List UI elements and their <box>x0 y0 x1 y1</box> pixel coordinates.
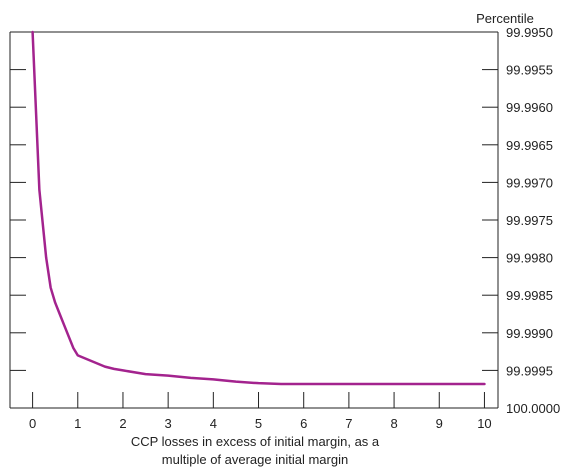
series-layer <box>31 30 486 386</box>
x-axis-title-line-1: CCP losses in excess of initial margin, … <box>131 434 380 449</box>
x-tick-label: 7 <box>345 416 352 431</box>
x-tick-label: 3 <box>165 416 172 431</box>
x-tick-label: 4 <box>210 416 217 431</box>
y-tick-label: 99.9990 <box>506 326 553 341</box>
x-tick-label: 8 <box>390 416 397 431</box>
x-axis-title-line-2: multiple of average initial margin <box>162 452 348 467</box>
series-line <box>31 30 486 386</box>
y-tick-label: 99.9975 <box>506 213 553 228</box>
y-tick-label: 99.9965 <box>506 138 553 153</box>
y-tick-label: 99.9995 <box>506 363 553 378</box>
x-axis-ticks: 0 1 2 3 4 5 6 7 8 9 10 <box>29 392 492 431</box>
y-tick-label: 99.9950 <box>506 25 553 40</box>
x-tick-label: 6 <box>300 416 307 431</box>
x-tick-label: 5 <box>255 416 262 431</box>
y-axis-ticks: 99.9950 99.9955 99.9960 99.9965 99.9970 99.99… <box>10 25 560 416</box>
y-tick-label: 99.9960 <box>506 100 553 115</box>
x-tick-label: 9 <box>436 416 443 431</box>
y-tick-label: 99.9955 <box>506 63 553 78</box>
x-tick-label: 1 <box>74 416 81 431</box>
y-tick-label: 99.9985 <box>506 288 553 303</box>
x-tick-label: 10 <box>477 416 491 431</box>
y-tick-label: 100.0000 <box>506 401 560 416</box>
x-tick-label: 0 <box>29 416 36 431</box>
y-axis-title: Percentile <box>476 11 534 26</box>
y-tick-label: 99.9980 <box>506 251 553 266</box>
y-tick-label: 99.9970 <box>506 175 553 190</box>
x-tick-label: 2 <box>119 416 126 431</box>
